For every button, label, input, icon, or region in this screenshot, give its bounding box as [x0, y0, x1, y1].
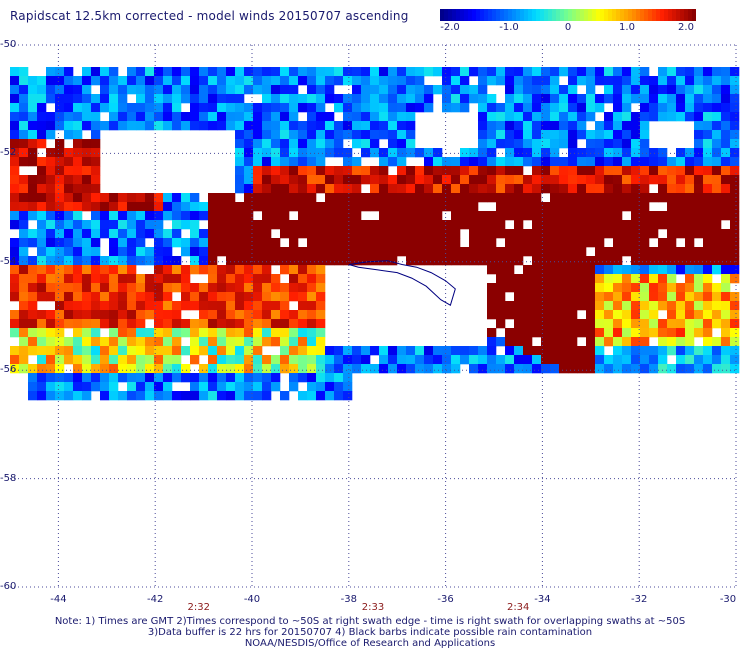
- latitude-label: -50: [0, 39, 17, 50]
- wind-difference-map: [10, 44, 740, 588]
- longitude-label: -36: [437, 594, 454, 605]
- latitude-label: -60: [0, 581, 17, 592]
- latitude-label: -58: [0, 472, 17, 484]
- coastline: [348, 260, 456, 306]
- longitude-label: -38: [340, 594, 357, 605]
- latitude-label: -54: [0, 255, 17, 267]
- colorbar: [440, 9, 696, 21]
- note-line-1: Note: 1) Times are GMT 2)Times correspon…: [54, 616, 686, 627]
- swath-time-label: 2:32: [187, 602, 210, 613]
- longitude-label: -30: [719, 594, 737, 605]
- graticule: [10, 44, 737, 588]
- longitude-label: -34: [534, 594, 551, 605]
- swath-time-label: 2:33: [361, 602, 385, 613]
- colorbar-tick-label: 2.0: [678, 22, 694, 33]
- colorbar-tick-label: -2.0: [440, 22, 460, 33]
- colorbar-tick-label: -1.0: [499, 22, 519, 33]
- colorbar-tick-label: 0: [564, 22, 572, 33]
- longitude-label: -42: [147, 594, 164, 605]
- note-line-2: 3)Data buffer is 22 hrs for 20150707 4) …: [147, 627, 593, 638]
- note-line-3: NOAA/NESDIS/Office of Research and Appli…: [244, 638, 496, 649]
- longitude-label: -40: [243, 594, 261, 605]
- longitude-label: -32: [631, 594, 648, 605]
- wind-difference-field: [10, 67, 740, 401]
- latitude-label: -56: [0, 364, 17, 376]
- latitude-label: -52: [0, 147, 17, 159]
- swath-time-label: 2:34: [506, 602, 530, 613]
- longitude-label: -44: [50, 594, 67, 605]
- map-title: Rapidscat 12.5km corrected - model winds…: [10, 9, 409, 23]
- colorbar-tick-label: 1.0: [619, 22, 635, 33]
